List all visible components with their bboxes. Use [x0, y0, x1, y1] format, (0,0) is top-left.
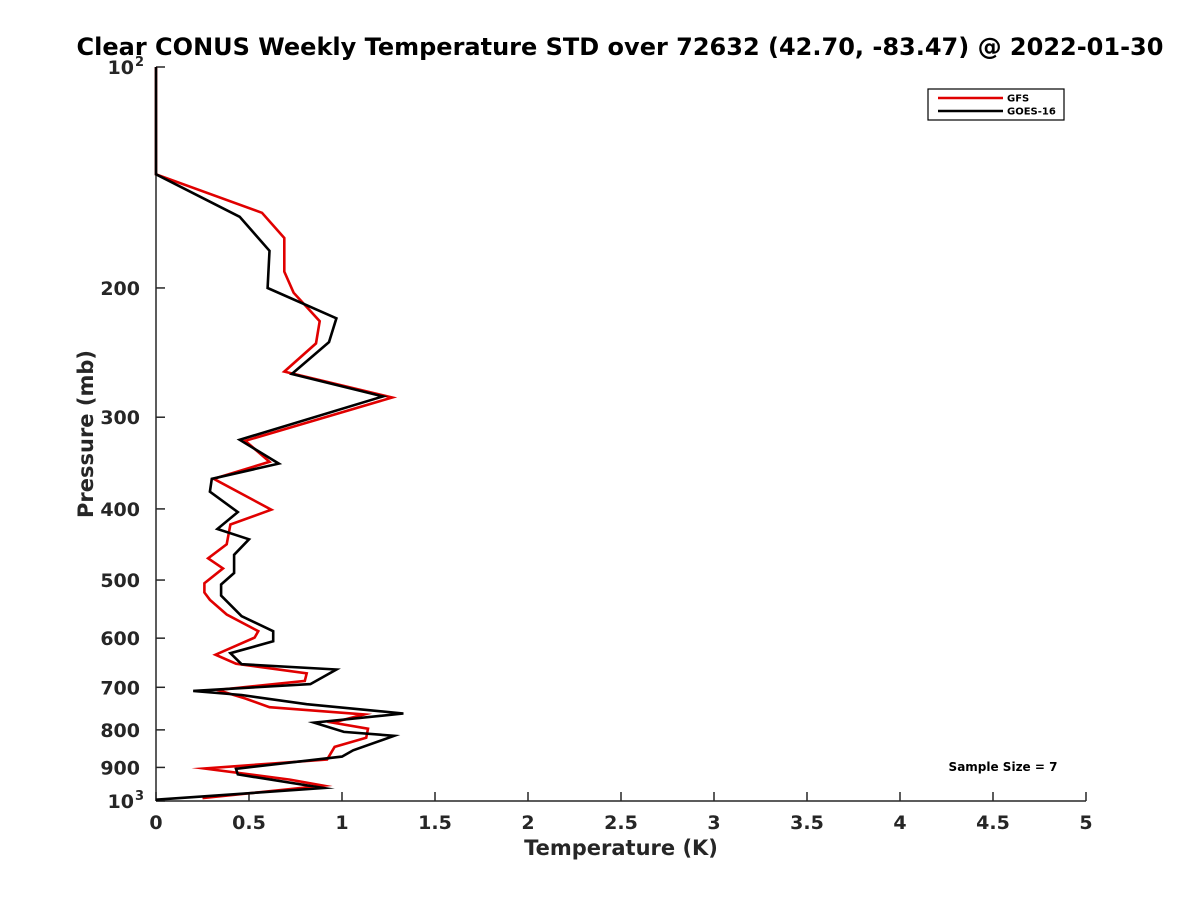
- y-tick-label: 400: [100, 499, 140, 521]
- x-tick-label: 0.5: [232, 812, 266, 834]
- y-tick-label: 600: [100, 628, 140, 650]
- legend-box: [927, 88, 1065, 121]
- legend-label: GOES-16: [1007, 107, 1056, 118]
- x-tick-label: 3.5: [790, 812, 824, 834]
- x-tick-label: 2: [521, 812, 534, 834]
- sample-size-annotation: Sample Size = 7: [949, 760, 1058, 774]
- series-line-gfs: [154, 67, 398, 800]
- series-lines: [154, 67, 404, 801]
- y-tick-exponent: 3: [135, 789, 144, 804]
- x-tick-label: 2.5: [604, 812, 638, 834]
- series-line-goes-16: [154, 67, 404, 801]
- y-tick-exponent: 2: [135, 55, 144, 70]
- legend: GFS GOES-16: [927, 88, 1065, 121]
- y-tick-label: 500: [100, 570, 140, 592]
- y-tick-label: 200: [100, 278, 140, 300]
- y-tick-label: 900: [100, 757, 140, 779]
- y-tick-label: 300: [100, 407, 140, 429]
- y-tick-label: 800: [100, 720, 140, 742]
- x-axis-label: Temperature (K): [524, 836, 718, 860]
- y-tick-label: 10: [108, 57, 134, 79]
- x-tick-label: 4.5: [976, 812, 1010, 834]
- plot-area: 0 0.5 1 1.5 2 2.5 3 3.5 4 4.5 5 10 2200300400500600…: [100, 55, 1092, 834]
- x-axis-ticks: 0 0.5 1 1.5 2 2.5 3 3.5 4 4.5 5: [149, 792, 1093, 834]
- y-axis-label: Pressure (mb): [74, 350, 98, 518]
- x-tick-label: 1.5: [418, 812, 452, 834]
- x-tick-label: 0: [149, 812, 162, 834]
- x-tick-label: 4: [893, 812, 906, 834]
- chart-title: Clear CONUS Weekly Temperature STD over …: [77, 33, 1164, 61]
- x-tick-label: 1: [335, 812, 348, 834]
- legend-label: GFS: [1007, 94, 1029, 105]
- x-tick-label: 5: [1079, 812, 1092, 834]
- y-tick-label: 10: [108, 791, 134, 813]
- y-tick-label: 700: [100, 677, 140, 699]
- x-tick-label: 3: [707, 812, 720, 834]
